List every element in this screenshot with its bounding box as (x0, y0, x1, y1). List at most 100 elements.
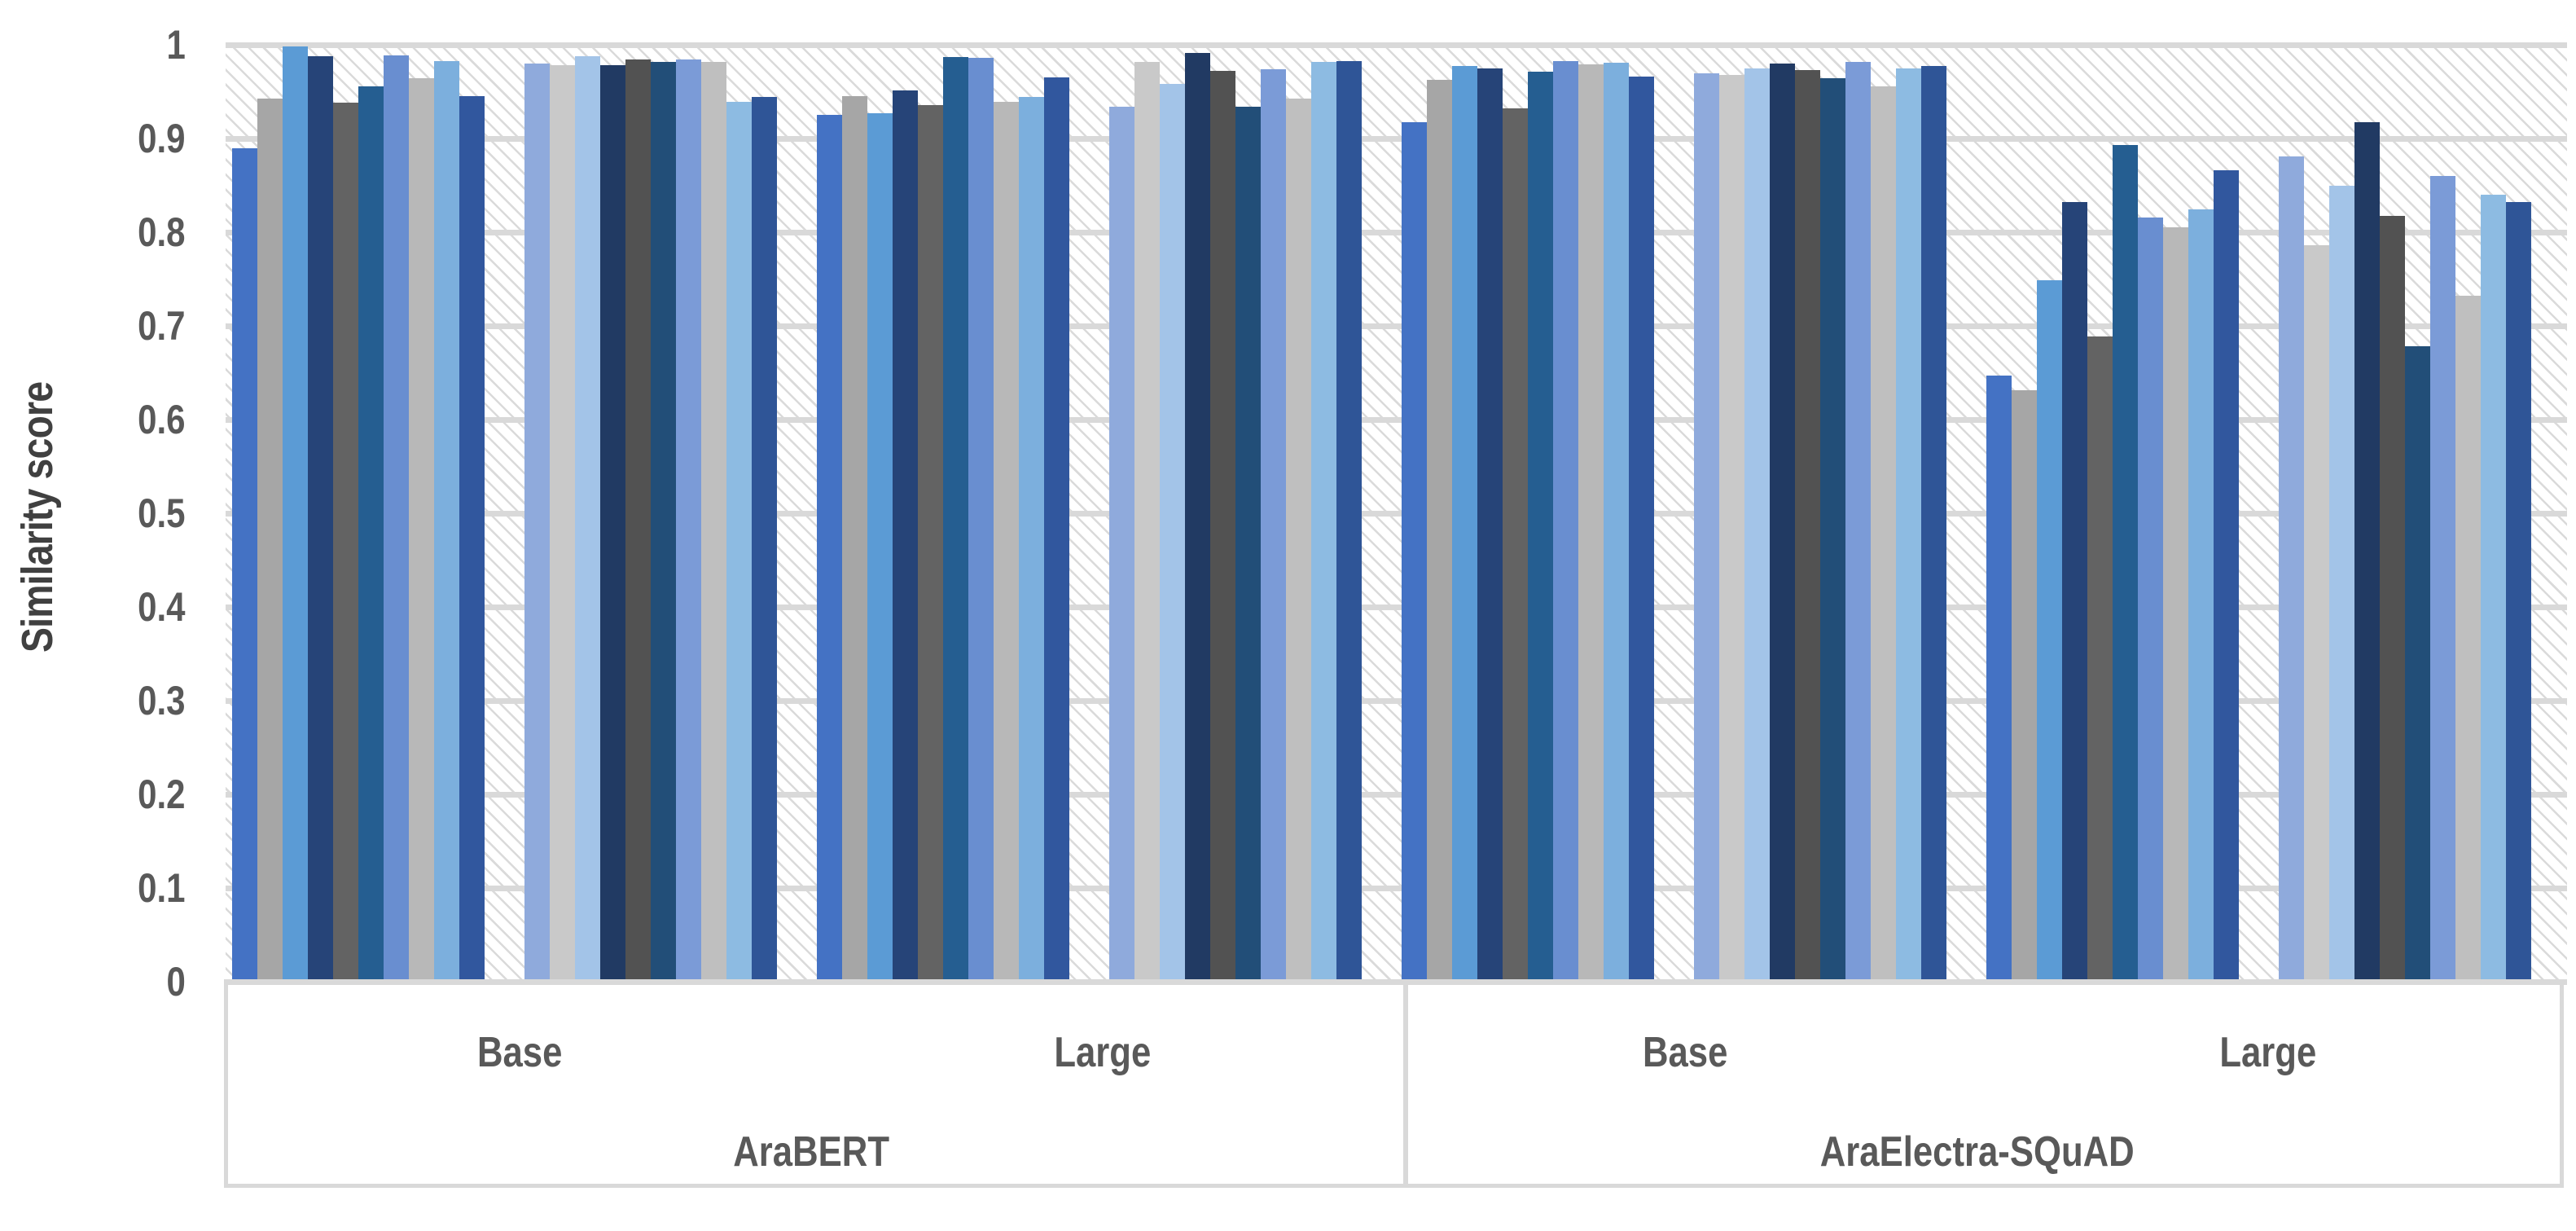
y-tick-label-0.4: 0.4 (138, 584, 186, 630)
bar-cluster7-series9 (2188, 209, 2214, 982)
bar-cluster3-series5 (918, 104, 943, 982)
gridline-0.9 (226, 135, 2567, 142)
bar-cluster1-series7 (384, 55, 409, 982)
bar-cluster7-series7 (2138, 217, 2163, 982)
y-tick-label-0.3: 0.3 (138, 678, 186, 723)
bar-cluster3-series6 (943, 56, 968, 982)
size-label-3-base: Base (1643, 1029, 1728, 1076)
bar-cluster2-series7 (676, 59, 701, 982)
bar-cluster6-series2 (1719, 74, 1744, 982)
y-tick-label-0.9: 0.9 (138, 116, 186, 161)
bar-cluster5-series10 (1629, 77, 1654, 982)
bar-cluster8-series10 (2506, 202, 2531, 982)
gridline-0.6 (226, 416, 2567, 423)
bar-cluster3-series9 (1019, 97, 1044, 982)
bar-cluster7-series4 (2062, 202, 2087, 982)
bar-cluster2-series5 (625, 59, 651, 982)
bar-cluster4-series9 (1311, 61, 1336, 982)
bar-cluster7-series1 (1986, 375, 2012, 982)
size-label-2-large: Large (1054, 1029, 1152, 1076)
bar-cluster1-series4 (308, 55, 333, 982)
bar-cluster4-series10 (1336, 60, 1362, 982)
bar-cluster6-series9 (1896, 68, 1921, 982)
gridline-0.4 (226, 604, 2567, 610)
bar-cluster1-series2 (257, 98, 283, 982)
bar-cluster4-series3 (1160, 84, 1185, 982)
bar-cluster5-series3 (1452, 66, 1477, 982)
bar-cluster7-series8 (2163, 227, 2188, 982)
y-tick-label-1: 1 (166, 22, 186, 68)
bar-cluster7-series10 (2214, 170, 2239, 982)
bar-cluster4-series4 (1185, 53, 1210, 982)
bar-cluster2-series1 (524, 64, 550, 982)
bar-cluster3-series3 (867, 112, 893, 982)
bar-cluster5-series1 (1402, 122, 1427, 982)
bar-cluster3-series10 (1044, 77, 1069, 982)
plot-area (226, 42, 2567, 985)
bar-cluster8-series8 (2455, 296, 2481, 982)
bar-cluster4-series5 (1210, 71, 1235, 982)
bar-cluster6-series7 (1845, 61, 1871, 982)
bar-cluster1-series3 (283, 46, 308, 982)
gridline-0.1 (226, 885, 2567, 891)
gridline-1 (226, 42, 2567, 48)
bar-cluster3-series4 (893, 90, 918, 982)
gridline-0.7 (226, 323, 2567, 329)
bar-cluster2-series8 (701, 61, 726, 982)
bar-cluster5-series9 (1604, 62, 1629, 982)
gridline-0.5 (226, 510, 2567, 517)
bar-cluster2-series10 (752, 97, 777, 982)
bar-cluster5-series6 (1528, 72, 1553, 982)
y-tick-label-0.8: 0.8 (138, 209, 186, 255)
bar-cluster7-series5 (2087, 336, 2113, 982)
bar-cluster6-series6 (1820, 78, 1845, 982)
bar-cluster6-series4 (1770, 64, 1795, 982)
bar-cluster1-series9 (434, 60, 459, 982)
bar-cluster3-series8 (994, 102, 1019, 982)
model-label-2-araelectra-squad: AraElectra-SQuAD (1819, 1128, 2135, 1176)
gridline-0.3 (226, 697, 2567, 704)
bar-cluster2-series6 (651, 61, 676, 982)
y-tick-label-0.7: 0.7 (138, 303, 186, 349)
bar-cluster6-series5 (1795, 70, 1820, 982)
bar-cluster7-series2 (2012, 390, 2037, 982)
bar-cluster4-series8 (1286, 98, 1311, 982)
bar-cluster5-series4 (1477, 68, 1503, 982)
bar-cluster1-series1 (232, 147, 257, 982)
bar-cluster8-series1 (2279, 156, 2304, 982)
gridline-0.8 (226, 229, 2567, 235)
y-tick-label-0.6: 0.6 (138, 397, 186, 442)
bar-cluster5-series2 (1427, 79, 1452, 982)
bar-cluster3-series7 (968, 58, 994, 982)
bar-cluster6-series3 (1744, 68, 1770, 982)
bar-cluster1-series8 (409, 78, 434, 982)
bar-cluster4-series6 (1235, 106, 1261, 982)
bar-cluster4-series1 (1109, 106, 1134, 982)
y-tick-label-0.1: 0.1 (138, 865, 186, 911)
size-label-4-large: Large (2219, 1029, 2317, 1076)
bar-cluster7-series6 (2113, 145, 2138, 982)
bar-cluster8-series3 (2329, 185, 2354, 982)
model-label-1-arabert: AraBERT (732, 1128, 889, 1176)
bar-cluster7-series3 (2037, 279, 2062, 982)
bar-cluster2-series4 (600, 65, 625, 982)
bar-cluster5-series5 (1503, 108, 1528, 982)
bar-cluster1-series10 (459, 96, 485, 982)
bar-cluster1-series6 (358, 86, 384, 982)
bar-cluster5-series7 (1553, 60, 1578, 982)
bar-cluster4-series2 (1134, 61, 1160, 982)
bar-cluster8-series9 (2481, 195, 2506, 982)
bar-cluster2-series3 (575, 55, 600, 982)
bar-cluster2-series2 (550, 65, 575, 982)
bar-cluster6-series8 (1871, 86, 1896, 982)
y-tick-label-0.5: 0.5 (138, 490, 186, 536)
category-row-models: AraBERT AraElectra-SQuAD (228, 1089, 2560, 1184)
y-tick-label-0.2: 0.2 (138, 772, 186, 817)
bar-cluster8-series6 (2405, 346, 2430, 982)
bar-cluster8-series4 (2354, 122, 2380, 982)
bar-cluster1-series5 (333, 103, 358, 982)
bar-cluster8-series5 (2380, 216, 2405, 982)
y-tick-label-0: 0 (166, 959, 186, 1005)
y-axis-tick-labels: 1 0.9 0.8 0.7 0.6 0.5 0.4 0.3 0.2 0.1 0 (0, 0, 186, 1231)
